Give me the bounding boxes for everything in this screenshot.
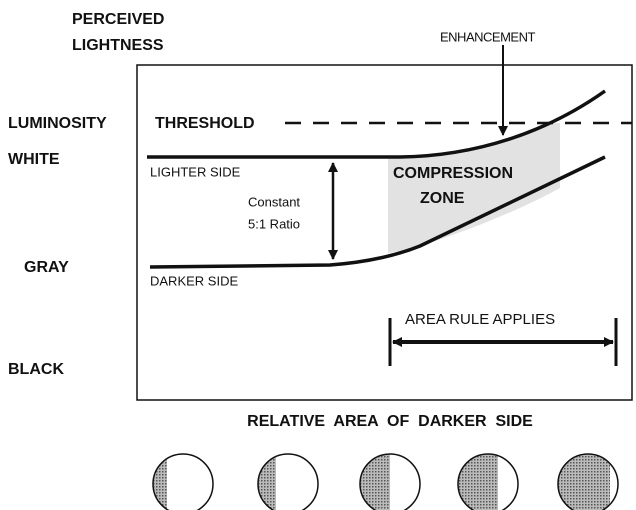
annotation: 5:1 Ratio [248, 216, 300, 231]
annotation: COMPRESSION [393, 165, 513, 182]
darker-curve [149, 155, 606, 269]
compression-zone [388, 123, 560, 253]
level-label: LUMINOSITY [8, 115, 107, 132]
level-label: WHITE [8, 151, 60, 168]
shaded-area [558, 454, 610, 510]
level-label: GRAY [24, 259, 69, 276]
shaded-area [153, 454, 167, 510]
annotation: ZONE [420, 190, 465, 207]
axis-title: PERCEIVED [72, 11, 164, 28]
annotation: DARKER SIDE [150, 273, 238, 288]
annotation: AREA RULE APPLIES [405, 311, 555, 328]
shaded-area [258, 454, 276, 510]
circle [152, 453, 214, 510]
area-circles [152, 453, 619, 510]
circle [457, 453, 519, 510]
x-axis-title: RELATIVE AREA OF DARKER SIDE [247, 413, 533, 430]
axis-title: LIGHTNESS [72, 37, 164, 54]
circle [359, 453, 421, 510]
circle [257, 453, 319, 510]
annotation: Constant [248, 194, 300, 209]
annotation: LIGHTER SIDE [150, 164, 241, 179]
level-label: THRESHOLD [155, 115, 255, 132]
level-label: BLACK [8, 361, 64, 378]
annotation: ENHANCEMENT [440, 29, 535, 44]
lighter-curve [147, 89, 607, 159]
plot-frame [136, 64, 633, 401]
circle [557, 453, 619, 510]
